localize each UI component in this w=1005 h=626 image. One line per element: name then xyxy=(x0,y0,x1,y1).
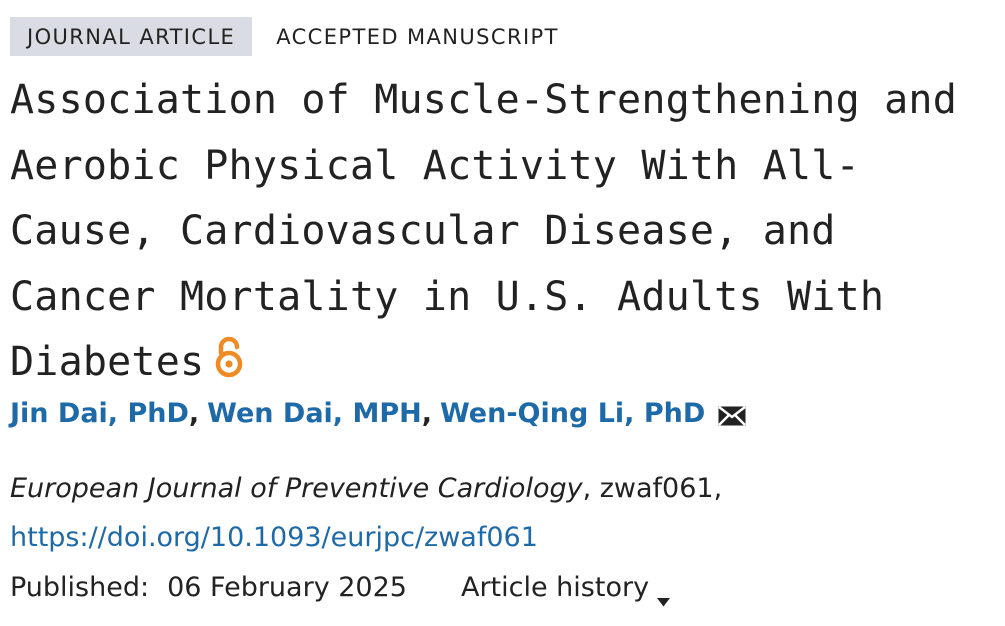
open-access-icon[interactable] xyxy=(212,334,246,378)
journal-article-tag: JOURNAL ARTICLE xyxy=(10,17,253,56)
caret-down-icon xyxy=(657,583,671,606)
author-separator: , xyxy=(421,398,432,429)
author-link-wen-qing-li[interactable]: Wen-Qing Li, PhD xyxy=(439,398,706,429)
journal-name: European Journal of Preventive Cardiolog… xyxy=(10,473,583,504)
author-link-jin-dai[interactable]: Jin Dai, PhD xyxy=(10,398,189,429)
accepted-manuscript-tag: ACCEPTED MANUSCRIPT xyxy=(276,24,559,49)
published-row: Published: 06 February 2025 Article hist… xyxy=(10,572,671,606)
mail-icon[interactable] xyxy=(717,403,747,426)
doi-link[interactable]: https://doi.org/10.1093/eurjpc/zwaf061 xyxy=(10,522,538,553)
author-link-wen-dai[interactable]: Wen Dai, MPH xyxy=(207,398,422,429)
article-title-text: Association of Muscle-Strengthening and … xyxy=(10,77,957,385)
citation-line: European Journal of Preventive Cardiolog… xyxy=(10,473,722,504)
published-label: Published: xyxy=(10,572,150,603)
article-title: Association of Muscle-Strengthening and … xyxy=(10,68,1000,396)
article-history-label: Article history xyxy=(460,572,650,603)
article-id: , zwaf061, xyxy=(582,473,723,504)
published-date: 06 February 2025 xyxy=(167,572,407,603)
article-type-tags: JOURNAL ARTICLE ACCEPTED MANUSCRIPT xyxy=(10,17,559,56)
author-list: Jin Dai, PhD, Wen Dai, MPH, Wen-Qing Li,… xyxy=(10,398,747,429)
author-separator: , xyxy=(188,398,200,429)
article-history-toggle[interactable]: Article history xyxy=(460,572,671,606)
